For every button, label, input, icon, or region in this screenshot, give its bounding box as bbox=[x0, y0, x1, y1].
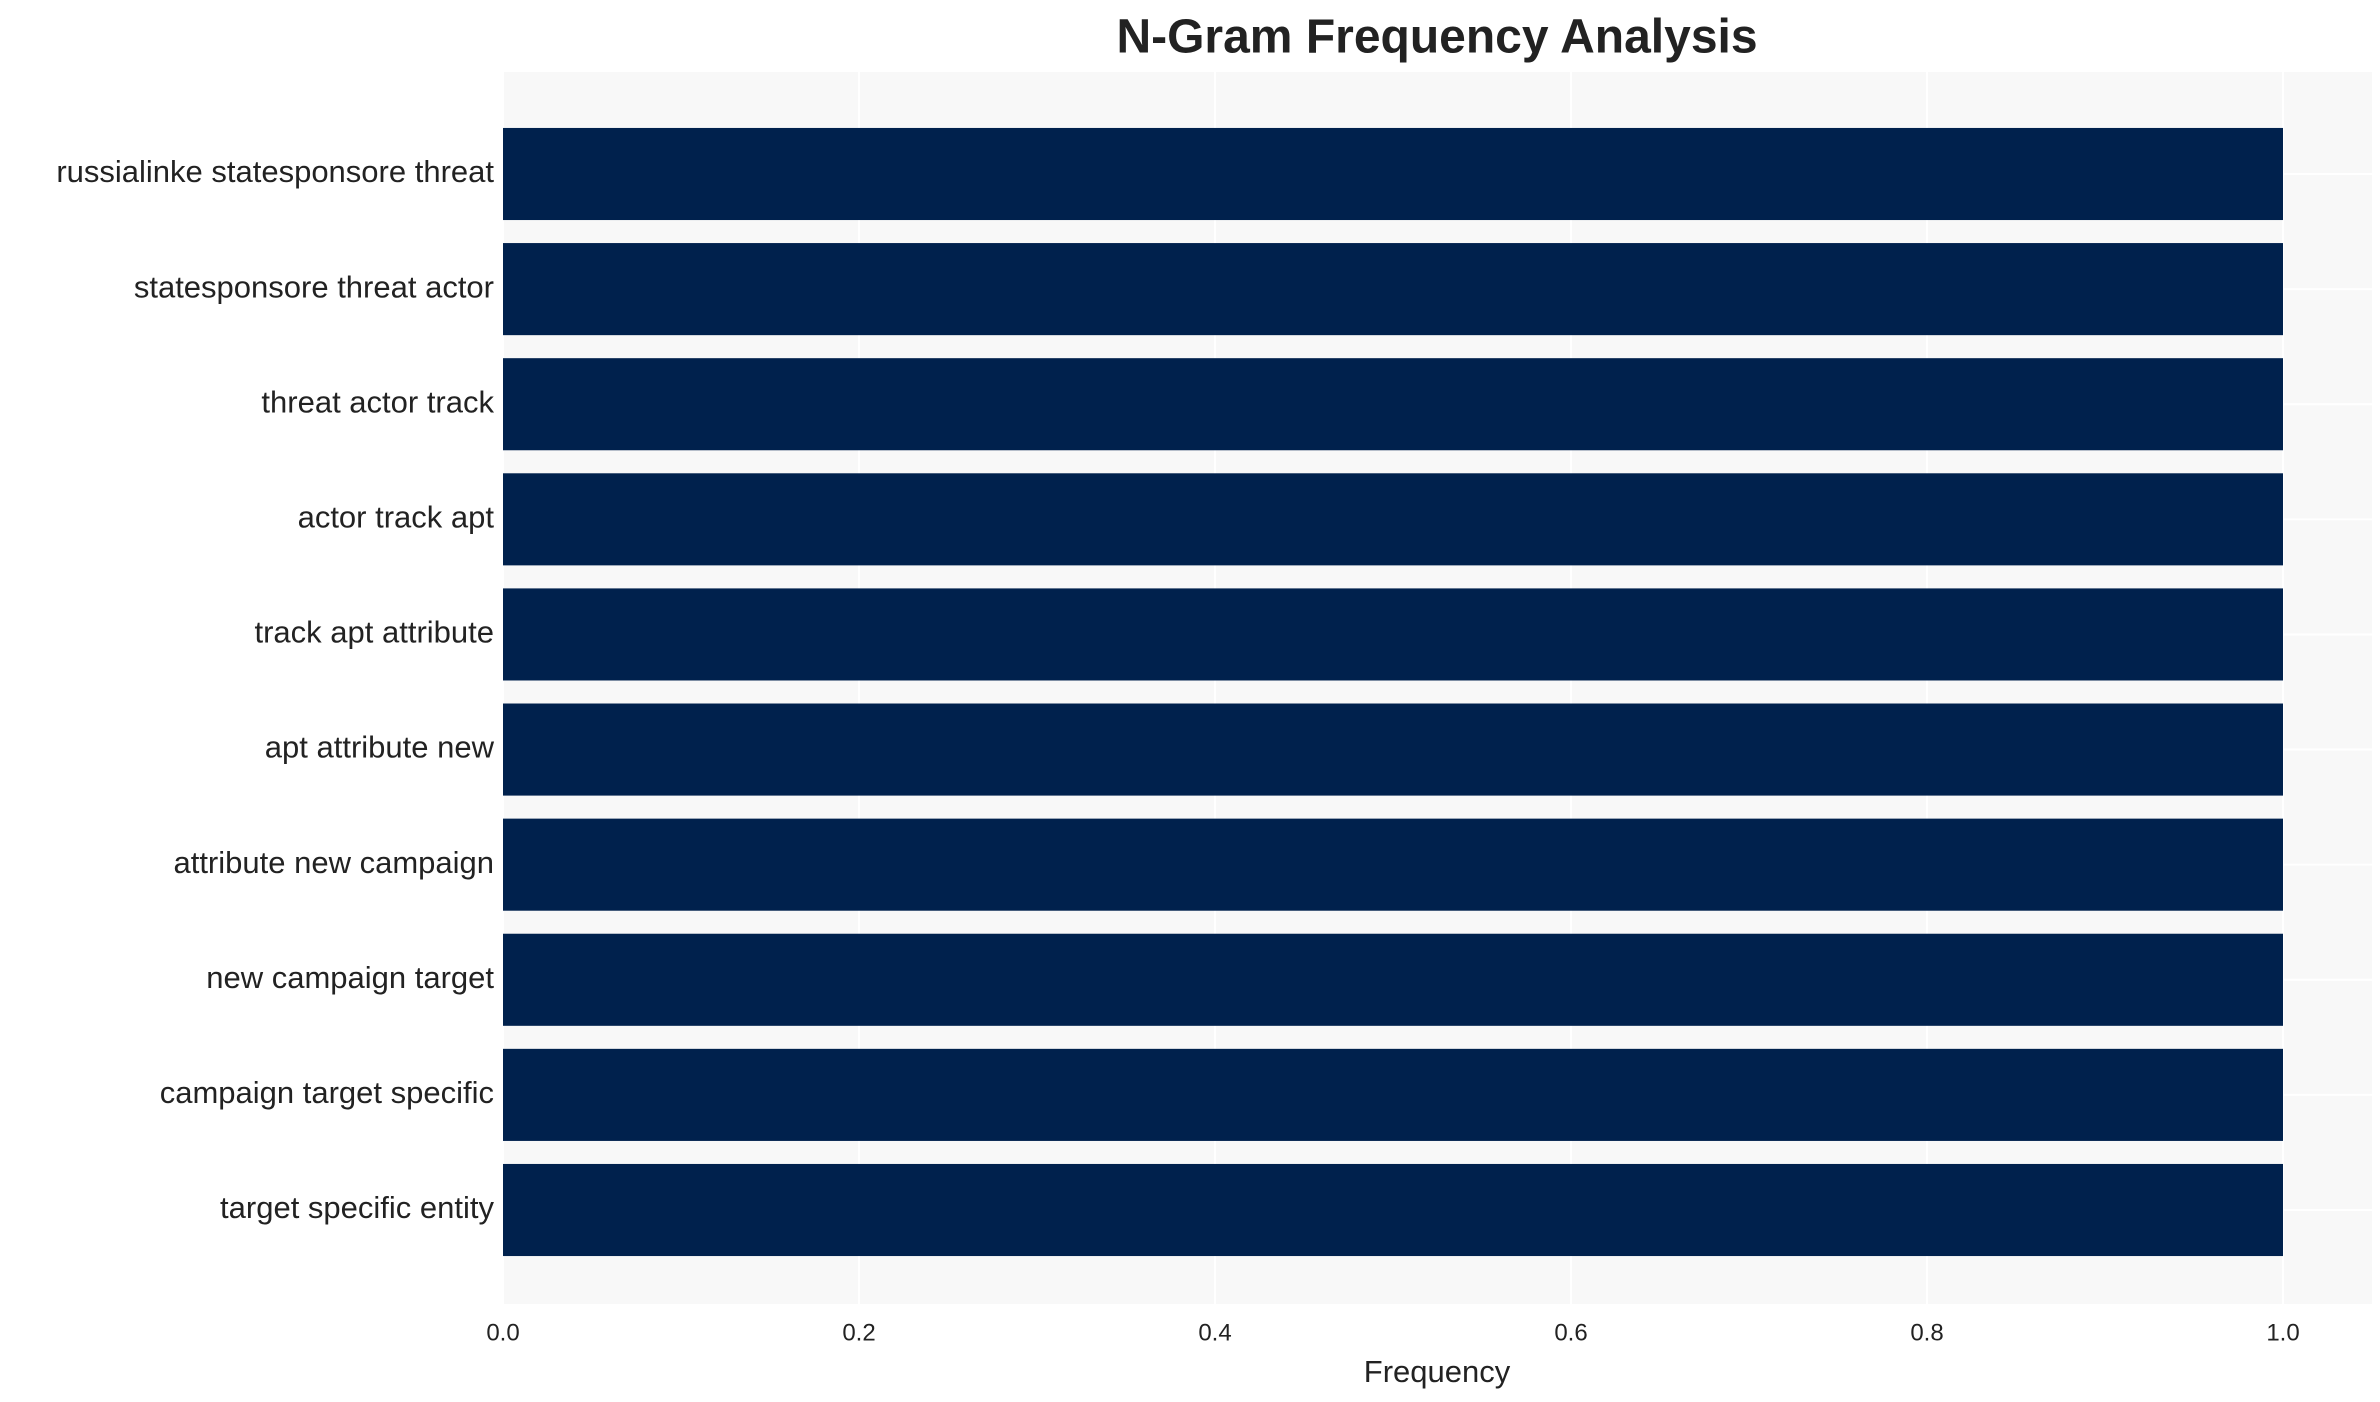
bar bbox=[503, 473, 2283, 566]
bar bbox=[503, 933, 2283, 1026]
bar bbox=[503, 818, 2283, 911]
y-tick-label: statesponsore threat actor bbox=[134, 269, 494, 304]
bar bbox=[503, 703, 2283, 796]
x-tick-label: 0.8 bbox=[1910, 1319, 1943, 1346]
x-tick-label: 1.0 bbox=[2266, 1319, 2299, 1346]
x-tick-label: 0.2 bbox=[842, 1319, 875, 1346]
bar bbox=[503, 358, 2283, 451]
y-tick-label: apt attribute new bbox=[265, 730, 495, 765]
x-axis-label: Frequency bbox=[1364, 1354, 1511, 1389]
y-tick-label: russialinke statesponsore threat bbox=[56, 154, 494, 189]
chart-title: N-Gram Frequency Analysis bbox=[1116, 11, 1757, 64]
bar bbox=[503, 588, 2283, 681]
y-tick-label: attribute new campaign bbox=[173, 845, 494, 880]
y-tick-label: new campaign target bbox=[206, 960, 494, 995]
bar bbox=[503, 127, 2283, 221]
y-tick-label: threat actor track bbox=[261, 384, 494, 419]
x-tick-label: 0.0 bbox=[486, 1319, 519, 1346]
y-tick-label: track apt attribute bbox=[254, 615, 494, 650]
x-tick-label: 0.4 bbox=[1198, 1319, 1231, 1346]
y-tick-label: target specific entity bbox=[220, 1190, 494, 1225]
y-tick-label: campaign target specific bbox=[160, 1075, 494, 1110]
y-tick-label: actor track apt bbox=[298, 500, 495, 535]
bar bbox=[503, 1163, 2283, 1257]
x-tick-label: 0.6 bbox=[1554, 1319, 1587, 1346]
bar bbox=[503, 1048, 2283, 1141]
bar bbox=[503, 243, 2283, 336]
